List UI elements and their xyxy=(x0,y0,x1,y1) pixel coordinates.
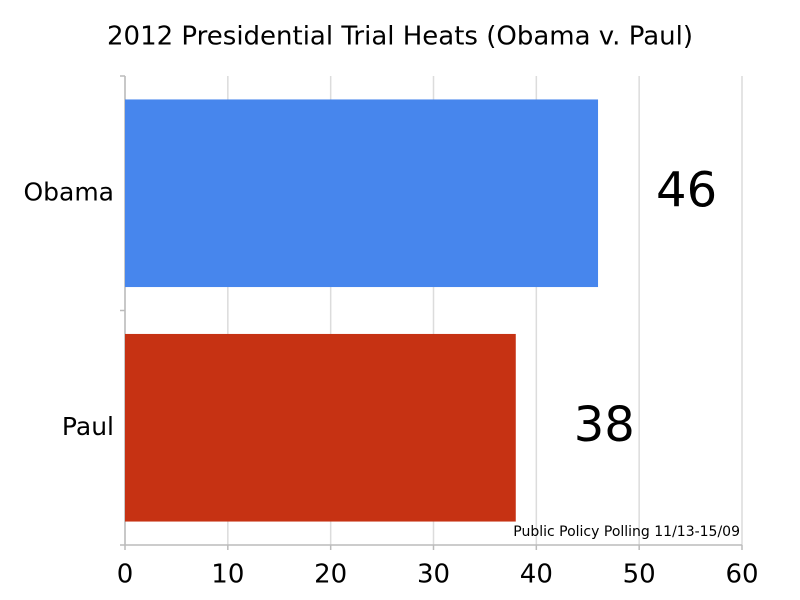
x-tick-label: 10 xyxy=(211,560,244,590)
x-tick-label: 50 xyxy=(623,560,656,590)
data-label: 46 xyxy=(656,162,717,218)
y-tick-label: Paul xyxy=(62,412,114,441)
chart-title: 2012 Presidential Trial Heats (Obama v. … xyxy=(107,22,693,52)
x-tick-label: 60 xyxy=(725,560,758,590)
y-tick-label: Obama xyxy=(23,177,114,206)
x-tick-label: 20 xyxy=(314,560,347,590)
data-label: 38 xyxy=(574,397,635,453)
annotation: Public Policy Polling 11/13-15/09 xyxy=(513,524,740,540)
x-tick-label: 0 xyxy=(117,560,134,590)
x-tick-label: 40 xyxy=(520,560,553,590)
bar xyxy=(125,333,516,522)
bar xyxy=(125,99,599,288)
x-tick-label: 30 xyxy=(417,560,450,590)
